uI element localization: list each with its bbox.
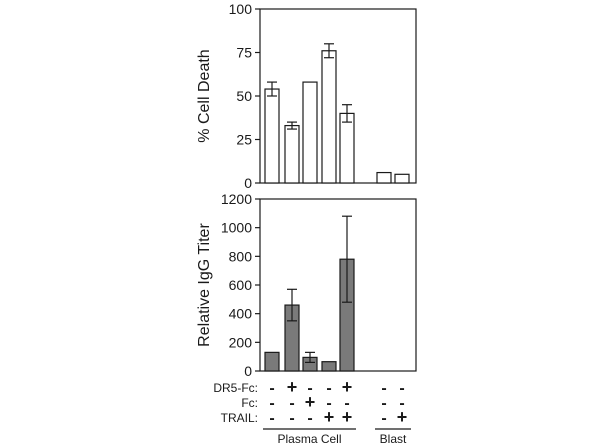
error-bar	[342, 104, 352, 123]
y-axis-label: Relative IgG Titer	[196, 223, 213, 347]
treatment-sign: -	[399, 395, 404, 412]
y-axis-label: % Cell Death	[196, 49, 213, 142]
treatment-sign: +	[305, 392, 316, 412]
treatment-row-label: TRAIL:	[221, 411, 258, 425]
treatment-sign: -	[289, 395, 294, 412]
treatment-sign: +	[342, 377, 353, 397]
treatment-row-label: DR5-Fc:	[213, 381, 258, 395]
y-tick-label: 800	[229, 248, 253, 264]
bar	[321, 361, 337, 372]
y-tick-label: 0	[244, 175, 252, 191]
y-tick-label: 25	[236, 132, 252, 148]
error-bar	[342, 215, 352, 303]
error-bar	[287, 121, 297, 130]
group-label: Blast	[380, 432, 407, 446]
cell-death-panel: 0 25 50 75 100 % Cell Death	[196, 1, 417, 191]
y-tick-label: 400	[229, 306, 253, 322]
plot-frame	[259, 198, 417, 372]
y-tick-label: 50	[236, 88, 252, 104]
igg-titer-panel: 0 200 400 600 800 1000 1200 Relative IgG Titer	[196, 191, 417, 379]
treatment-sign: -	[269, 410, 274, 427]
treatment-sign: -	[326, 380, 331, 397]
bar	[376, 171, 392, 184]
plot-frame	[259, 8, 417, 184]
y-tick-label: 1000	[221, 220, 252, 236]
treatment-sign: +	[342, 407, 353, 427]
treatment-sign: -	[289, 410, 294, 427]
treatment-sign: -	[269, 380, 274, 397]
treatment-sign: -	[307, 380, 312, 397]
treatment-row-label: Fc:	[241, 396, 258, 410]
y-tick-label: 1200	[221, 191, 252, 207]
error-bar	[287, 288, 297, 322]
bar	[284, 124, 300, 184]
treatment-sign: +	[287, 377, 298, 397]
bar	[394, 173, 410, 184]
treatment-sign: -	[381, 410, 386, 427]
y-tick-label: 600	[229, 277, 253, 293]
treatment-table: DR5-Fc: - + - - + - -Fc: - - + - - - -TRAIL: - - - + + - +Pla…	[213, 377, 411, 446]
treatment-sign: -	[381, 395, 386, 412]
treatment-sign: -	[399, 380, 404, 397]
group-label: Plasma Cell	[277, 432, 341, 446]
treatment-sign: -	[326, 395, 331, 412]
error-bar	[267, 81, 277, 97]
bar	[264, 88, 280, 184]
y-tick-label: 0	[244, 363, 252, 379]
bar	[264, 351, 280, 372]
bar	[321, 50, 337, 184]
treatment-sign: -	[269, 395, 274, 412]
treatment-sign: -	[381, 380, 386, 397]
bar	[339, 112, 355, 184]
treatment-sign: +	[397, 407, 408, 427]
y-tick-label: 100	[229, 1, 253, 17]
treatment-sign: -	[344, 395, 349, 412]
treatment-sign: +	[324, 407, 335, 427]
bar	[302, 81, 318, 184]
treatment-sign: -	[307, 410, 312, 427]
y-tick-label: 75	[236, 45, 252, 61]
error-bar	[305, 351, 315, 363]
y-tick-label: 200	[229, 334, 253, 350]
error-bar	[324, 43, 334, 59]
